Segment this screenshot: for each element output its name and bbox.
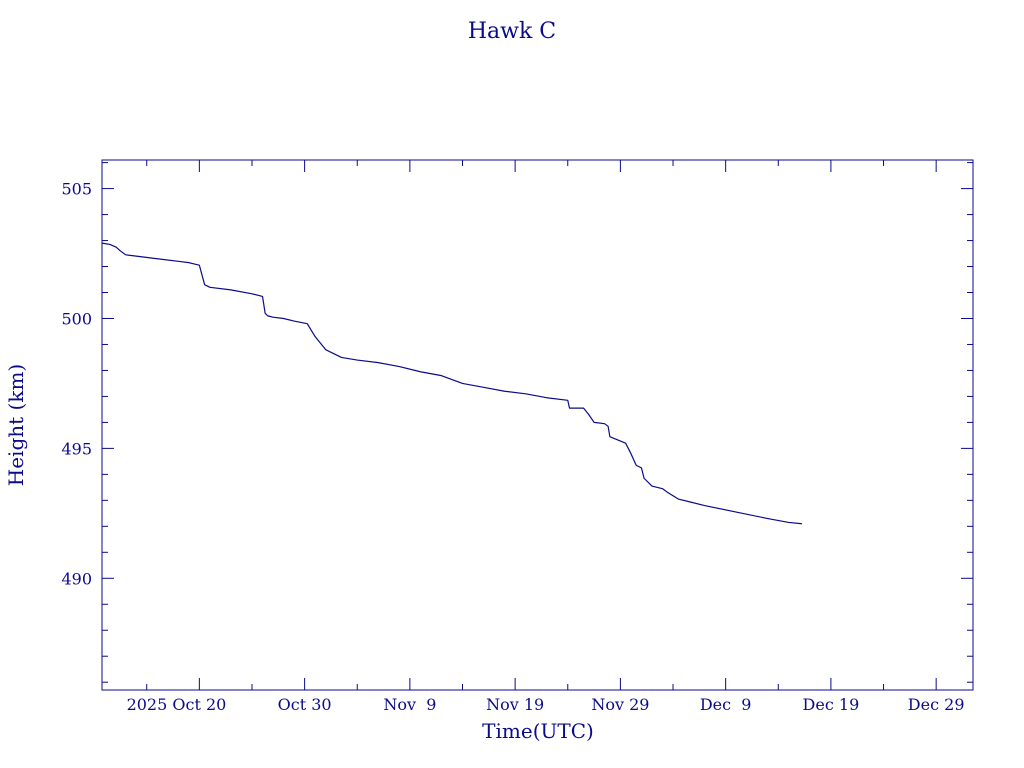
- x-tick-label: Nov 19: [486, 695, 544, 714]
- x-tick-label: 2025 Oct 20: [127, 695, 227, 714]
- x-tick-label: Nov 29: [591, 695, 649, 714]
- x-tick-label: Dec 29: [908, 695, 965, 714]
- x-tick-label: Nov 9: [383, 695, 436, 714]
- x-tick-label: Oct 30: [278, 695, 332, 714]
- y-axis: 490 495 500 505: [61, 162, 973, 683]
- chart-title: Hawk C: [468, 19, 556, 44]
- x-axis-label: Time(UTC): [482, 719, 594, 743]
- x-axis: 2025 Oct 20 Oct 30 Nov 9 Nov 19 Nov 29 Dec 9 D…: [127, 160, 965, 714]
- y-tick-label: 505: [61, 180, 92, 199]
- plot-frame: [101, 159, 974, 691]
- x-tick-label: Dec 19: [803, 695, 860, 714]
- y-tick-label: 490: [61, 569, 92, 588]
- x-tick-label: Dec 9: [700, 695, 752, 714]
- y-tick-label: 495: [61, 439, 92, 458]
- y-tick-label: 500: [61, 309, 92, 328]
- height-series-line: [101, 242, 803, 525]
- y-axis-label: Height (km): [4, 364, 28, 486]
